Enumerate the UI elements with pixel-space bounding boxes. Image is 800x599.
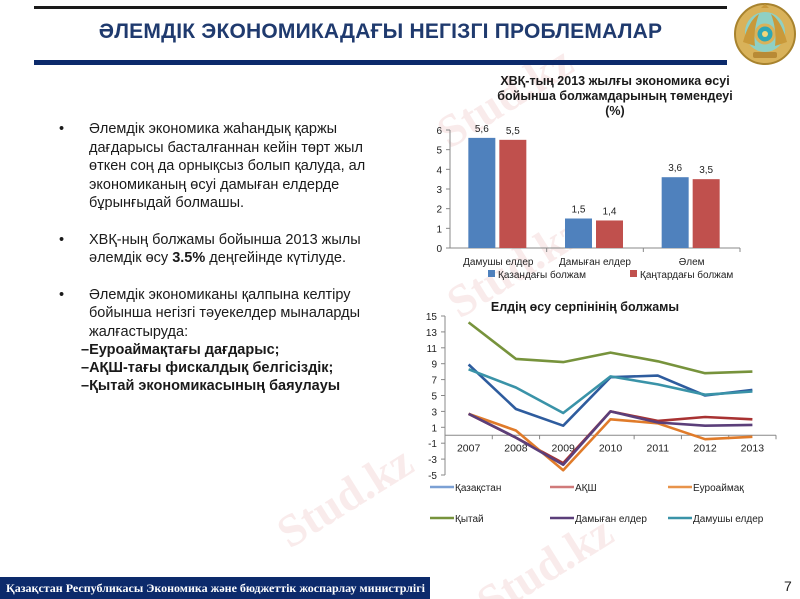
bullet-text: Әлемдік экономика жаһандық қаржы дағдары… (89, 121, 366, 211)
bullet-list: • Әлемдік экономика жаһандық қаржы дағда… (55, 120, 395, 395)
legend-label: Еуроаймақ (693, 483, 744, 494)
bullet-text: деңгейінде күтілуде. (205, 250, 346, 266)
y-tick-label: 13 (426, 328, 438, 339)
bar (661, 177, 689, 248)
category-label: Дамушы елдер (463, 257, 534, 268)
coat-of-arms-icon (734, 3, 796, 65)
y-tick-label: -3 (428, 455, 437, 466)
y-tick-label: 2 (436, 205, 442, 216)
bullet-dot: • (59, 121, 65, 137)
y-tick-label: 0 (436, 244, 442, 255)
line-chart-title: Елдің өсу серпінінің болжамы (490, 300, 680, 314)
category-label: Дамыған елдер (559, 257, 631, 268)
bullet-text: ХВҚ-ның болжамы бойынша 2013 жылы әлемді… (89, 231, 361, 267)
risk-item-2: –АҚШ-тағы фискалдық белгісіздік; (81, 360, 334, 376)
x-tick-label: 2008 (504, 442, 528, 454)
bullet-item-1: • Әлемдік экономика жаһандық қаржы дағда… (55, 120, 395, 213)
bullet-item-2: • ХВҚ-ның болжамы бойынша 2013 жылы әлем… (55, 231, 395, 268)
bullet-dot: • (59, 231, 65, 248)
x-tick-label: 2012 (693, 442, 717, 454)
x-tick-label: 2007 (457, 442, 481, 454)
y-tick-label: 1 (436, 224, 442, 235)
bullet-text: Әлемдік экономиканы қалпына келтіру бойы… (89, 286, 361, 340)
series-line (468, 412, 753, 472)
legend-label: Қытай (455, 514, 484, 525)
series-line (468, 368, 753, 415)
y-tick-label: -5 (428, 471, 437, 482)
bar (692, 179, 720, 248)
bar-chart-title: ХВҚ-тың 2013 жылғы экономика өсуі бойынш… (470, 74, 760, 119)
risk-item-1: –Еуроаймақтағы дағдарыс; (81, 342, 280, 358)
legend-label: Дамыған елдер (575, 514, 647, 525)
y-tick-label: 5 (431, 392, 437, 403)
bar (596, 220, 623, 248)
y-tick-label: 6 (436, 126, 442, 137)
series-line (468, 410, 753, 466)
legend-label: АҚШ (575, 483, 597, 494)
y-tick-label: 15 (426, 312, 438, 323)
legend-label: Дамушы елдер (693, 514, 764, 525)
bar-value-label: 1,4 (603, 206, 617, 217)
bar-chart-title-line: бойынша болжамдарының төмендеуі (497, 89, 733, 103)
x-tick-label: 2009 (552, 442, 576, 454)
bar-chart: 0 1 2 3 4 5 6 5,6 5,5 Дамушы елдер 1,5 1,4 Дамыған е… (436, 124, 741, 281)
y-tick-label: 11 (427, 344, 438, 355)
bar (499, 139, 527, 248)
legend-label: Қазандағы болжам (498, 269, 586, 281)
series-line (467, 321, 753, 375)
y-tick-label: 3 (431, 407, 437, 418)
x-tick-label: 2010 (599, 442, 623, 454)
bar (468, 137, 496, 248)
page-number: 7 (784, 578, 792, 594)
y-tick-label: 1 (431, 423, 437, 434)
y-tick-label: 4 (436, 165, 442, 176)
risk-item-3: –Қытай экономикасының баяулауы (81, 378, 341, 394)
legend-label: Қаңтардағы болжам (640, 269, 733, 281)
watermark: Stud.kz (267, 435, 422, 558)
bar-value-label: 3,6 (668, 163, 682, 174)
top-rule (34, 6, 727, 9)
footer-ministry: Қазақстан Республикасы Экономика және бю… (0, 577, 430, 599)
slide-title: ӘЛЕМДІК ЭКОНОМИКАДАҒЫ НЕГІЗГІ ПРОБЛЕМАЛА… (98, 20, 663, 43)
title-underline (34, 60, 727, 65)
bullet-dot: • (59, 286, 65, 303)
category-label: Әлем (679, 257, 705, 268)
legend-swatch (630, 270, 637, 277)
y-tick-label: 5 (436, 146, 442, 157)
bar-chart-title-line: ХВҚ-тың 2013 жылғы экономика өсуі (500, 74, 730, 88)
legend-swatch (488, 270, 495, 277)
y-tick-label: 3 (436, 185, 442, 196)
bar-value-label: 1,5 (572, 205, 586, 216)
bar-value-label: 3,5 (699, 165, 713, 176)
y-tick-label: 7 (431, 376, 437, 387)
y-tick-label: -1 (428, 439, 437, 450)
bar (565, 218, 592, 248)
bullet-highlight: 3.5% (172, 250, 206, 266)
bar-value-label: 5,5 (506, 126, 520, 137)
legend-label: Қазақстан (455, 483, 501, 494)
bar-value-label: 5,6 (475, 124, 489, 135)
bullet-item-3: • Әлемдік экономиканы қалпына келтіру бо… (55, 286, 395, 342)
x-tick-label: 2013 (741, 442, 765, 454)
bar-chart-title-line: (%) (605, 104, 625, 118)
x-tick-label: 2011 (646, 442, 669, 454)
y-tick-label: 9 (431, 360, 437, 371)
